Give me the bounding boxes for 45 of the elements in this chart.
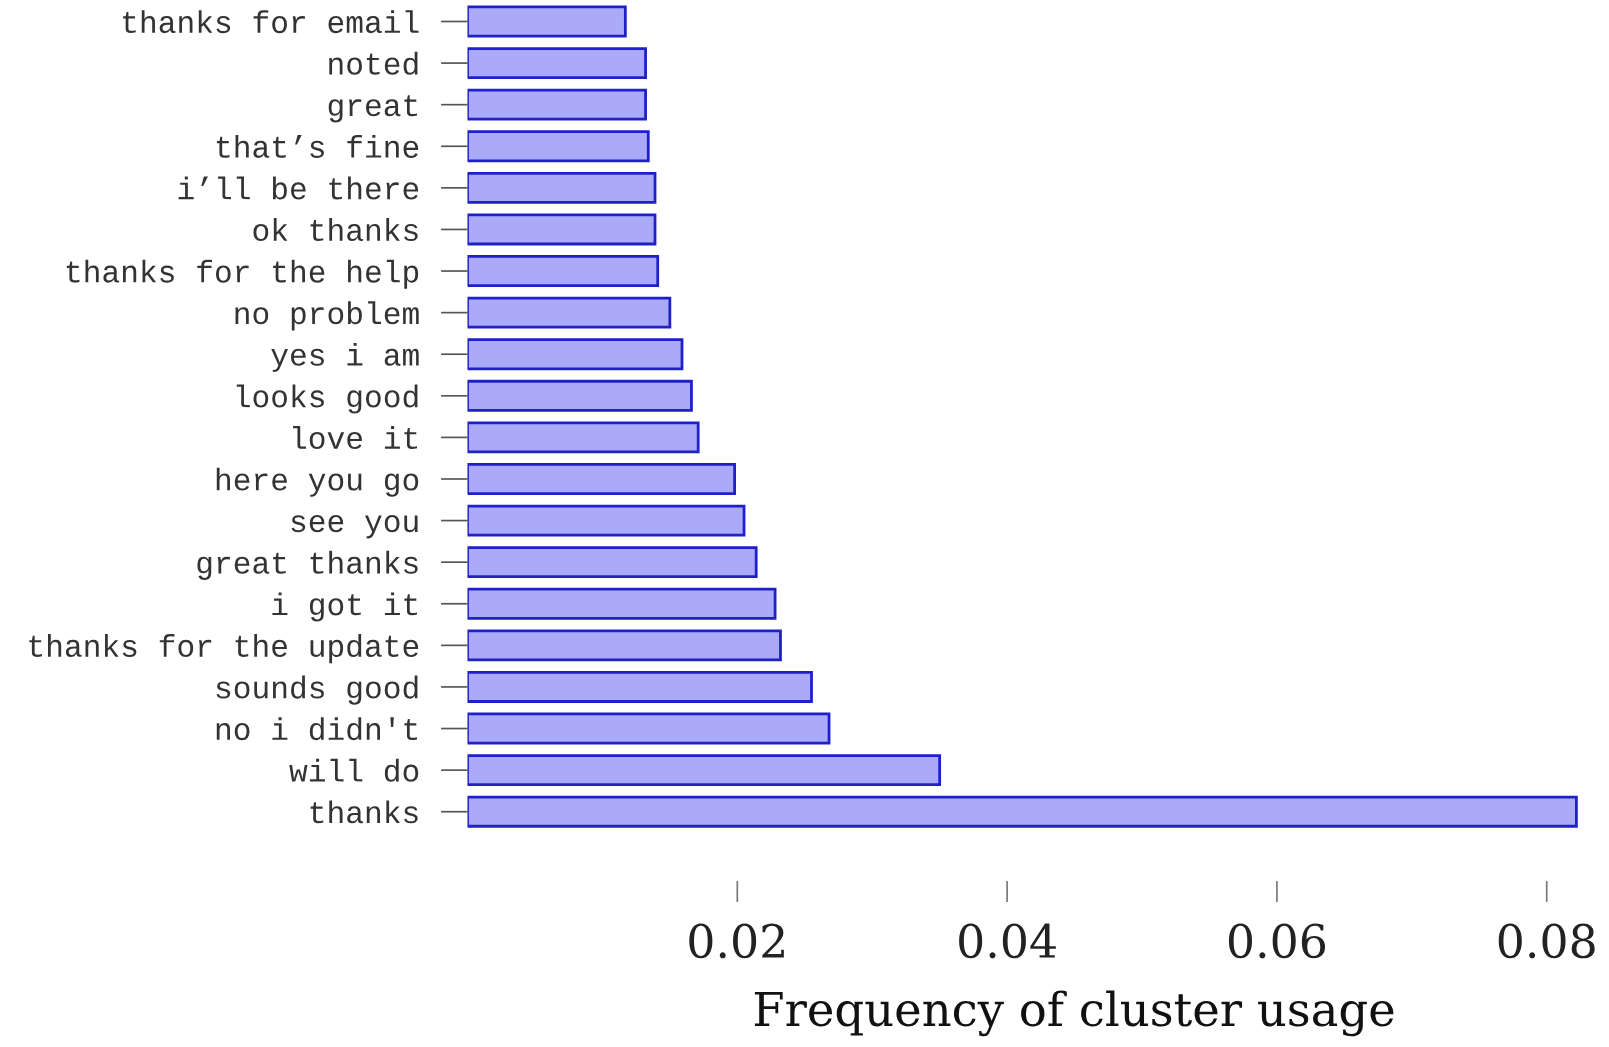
bar (467, 421, 700, 454)
bar (467, 670, 813, 703)
y-tick-label: great (328, 95, 418, 123)
bar (467, 47, 647, 80)
bar (467, 213, 657, 246)
bar (467, 795, 1578, 828)
bar (467, 255, 660, 287)
y-tick-label: looks good (236, 384, 418, 414)
y-tick-label: thanks for the help (66, 259, 419, 289)
y-tick-label: no i didn't (216, 717, 418, 741)
y-tick-label: great thanks (197, 550, 418, 580)
y-tick-label: no problem (235, 301, 419, 331)
y-tick-label: here you go (216, 467, 419, 497)
x-tick-label: 0.06 (1228, 923, 1326, 959)
y-tick-label: noted (329, 51, 418, 75)
bar (467, 629, 782, 662)
x-tick-label: 0.02 (689, 923, 784, 959)
y-tick-label: love it (293, 426, 418, 450)
x-tick-label: 0.08 (1498, 923, 1595, 959)
y-tick-label: i’ll be there (178, 176, 419, 200)
y-tick-label: see you (291, 515, 418, 539)
x-axis-title: Frequency of cluster usage (754, 990, 1394, 1037)
bar (467, 171, 657, 204)
bar (467, 504, 746, 537)
bar (467, 379, 693, 412)
bar (467, 88, 647, 121)
y-tick-label: yes i am (271, 342, 419, 373)
bar (467, 130, 650, 163)
y-tick-label: i got it (272, 592, 418, 622)
y-tick-label: will do (289, 758, 419, 782)
y-tick-label: ok thanks (253, 218, 418, 242)
y-tick-label: sounds good (216, 675, 418, 705)
bar (467, 338, 684, 371)
y-tick-label: thanks (310, 800, 418, 824)
y-tick-label: that’s fine (216, 134, 419, 158)
bar (467, 546, 758, 579)
bar (467, 5, 627, 38)
y-tick-label: thanks for the update (29, 634, 419, 664)
y-tick-label: thanks for email (123, 10, 419, 34)
bar (467, 296, 672, 329)
x-tick-label: 0.04 (959, 923, 1056, 959)
bar (467, 463, 736, 495)
bar (467, 712, 831, 745)
bar (467, 754, 942, 787)
bar (467, 587, 777, 620)
